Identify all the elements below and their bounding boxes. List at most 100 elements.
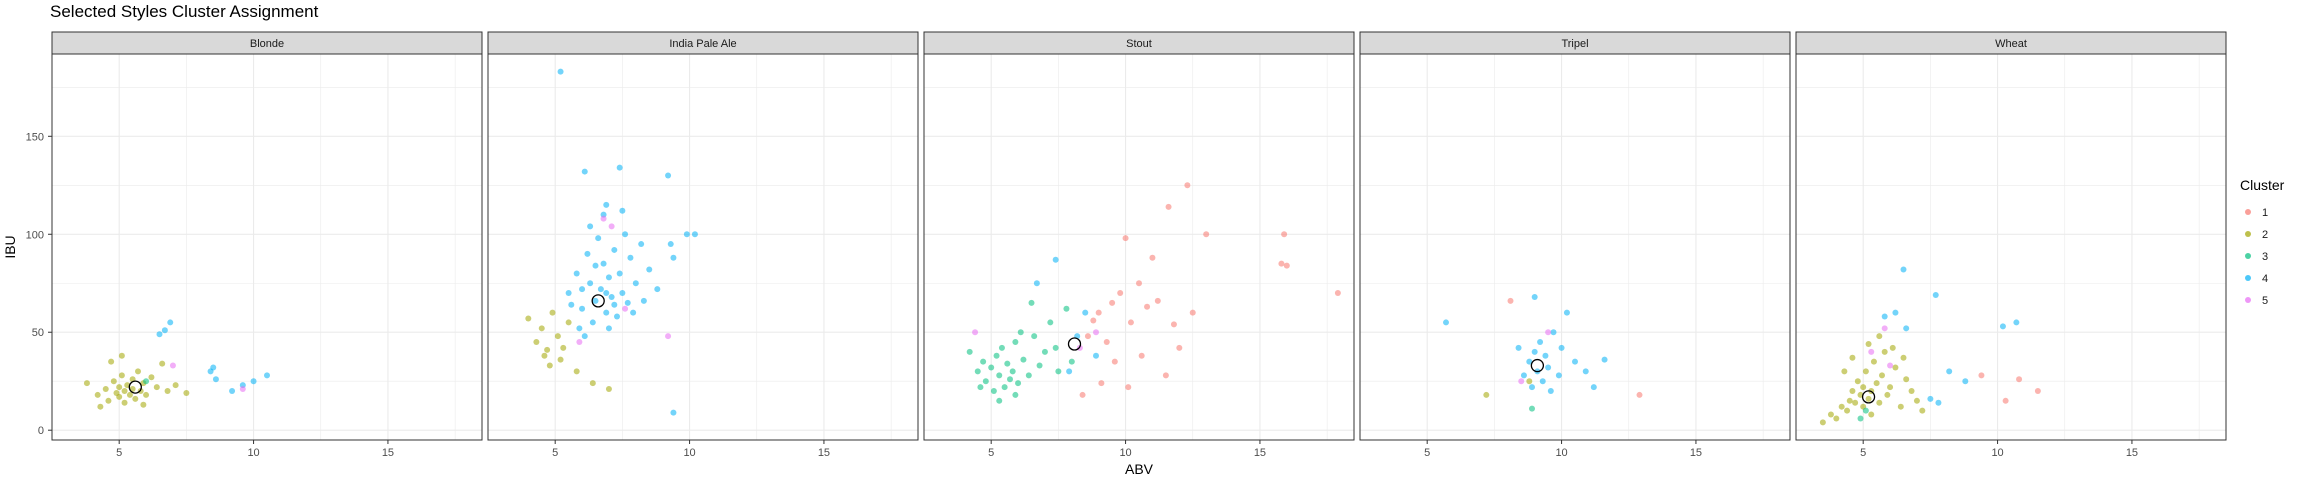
data-point xyxy=(1849,354,1856,361)
data-point xyxy=(1001,384,1008,391)
data-point xyxy=(1009,368,1016,375)
data-point xyxy=(581,333,588,340)
data-point xyxy=(691,231,698,238)
data-point xyxy=(1841,368,1848,375)
cluster-centroid-marker xyxy=(1530,358,1545,373)
x-tick-label: 5 xyxy=(988,447,994,459)
y-tick-label: 50 xyxy=(32,327,44,339)
data-point xyxy=(1978,372,1985,379)
data-point xyxy=(982,378,989,385)
data-point xyxy=(1545,364,1552,371)
cluster-centroid-marker xyxy=(1861,390,1876,404)
panel-border xyxy=(1359,53,1791,441)
data-point xyxy=(1555,372,1562,379)
data-point xyxy=(1127,319,1134,326)
data-point xyxy=(1563,309,1570,316)
data-point xyxy=(990,388,997,395)
data-point xyxy=(1518,378,1525,385)
data-point xyxy=(1932,292,1939,299)
data-point xyxy=(603,290,610,297)
data-point xyxy=(1082,309,1089,316)
data-point xyxy=(1892,364,1899,371)
data-point xyxy=(1946,368,1953,375)
data-point xyxy=(581,168,588,175)
data-point xyxy=(1520,372,1527,379)
data-point xyxy=(557,356,564,363)
y-tick-label: 0 xyxy=(38,425,44,437)
data-point xyxy=(105,397,112,404)
data-point xyxy=(1550,329,1557,336)
data-point xyxy=(1865,340,1872,347)
data-point xyxy=(1093,329,1099,336)
data-point xyxy=(1189,309,1196,316)
x-tick-label: 10 xyxy=(683,447,695,459)
data-point xyxy=(1889,344,1896,351)
data-point xyxy=(1844,407,1851,414)
x-axis-title: ABV xyxy=(1125,461,1154,477)
data-point xyxy=(1881,325,1888,332)
data-point xyxy=(1028,299,1035,306)
data-point xyxy=(972,329,979,336)
data-point xyxy=(608,293,615,300)
data-point xyxy=(525,315,532,322)
data-point xyxy=(143,391,150,398)
data-point xyxy=(1531,293,1538,300)
data-point xyxy=(1542,352,1549,359)
data-point xyxy=(966,348,973,355)
x-tick-label: 15 xyxy=(382,447,394,459)
data-point xyxy=(603,309,610,316)
data-point xyxy=(560,344,567,351)
data-point xyxy=(1862,407,1869,414)
data-point xyxy=(156,331,163,338)
x-tick-label: 15 xyxy=(1254,447,1266,459)
data-point xyxy=(980,358,987,365)
data-point xyxy=(974,368,981,375)
legend-key xyxy=(2245,297,2251,303)
data-point xyxy=(1590,384,1597,391)
data-point xyxy=(1334,290,1341,297)
data-point xyxy=(1873,380,1880,387)
data-point xyxy=(1881,348,1888,355)
data-point xyxy=(1582,368,1589,375)
data-point xyxy=(1879,372,1885,379)
data-point xyxy=(568,301,575,308)
data-point xyxy=(83,380,90,387)
data-point xyxy=(116,384,123,391)
data-point xyxy=(167,319,174,326)
data-point xyxy=(1165,203,1172,210)
data-point xyxy=(1283,262,1290,269)
data-point xyxy=(993,352,1000,359)
x-tick-label: 5 xyxy=(1860,447,1866,459)
data-point xyxy=(153,384,160,391)
data-point xyxy=(1004,360,1011,367)
data-point xyxy=(1868,411,1875,418)
data-point xyxy=(1109,299,1116,306)
data-point xyxy=(1483,391,1490,398)
data-point xyxy=(1876,333,1883,340)
data-point xyxy=(576,325,583,332)
data-point xyxy=(1819,419,1826,426)
data-point xyxy=(161,327,168,334)
data-point xyxy=(1084,333,1091,340)
data-point xyxy=(614,313,620,320)
data-point xyxy=(1876,399,1883,406)
data-point xyxy=(1170,321,1177,328)
data-point xyxy=(1025,372,1032,379)
data-point xyxy=(1076,344,1083,351)
legend-title: Cluster xyxy=(2240,177,2285,193)
data-point xyxy=(573,270,580,277)
x-tick-label: 5 xyxy=(116,447,122,459)
data-point xyxy=(1887,384,1894,391)
data-point xyxy=(1122,235,1129,242)
data-point xyxy=(1572,358,1578,365)
legend-key xyxy=(2245,231,2251,237)
data-point xyxy=(640,297,647,304)
data-point xyxy=(1537,339,1544,346)
data-point xyxy=(97,403,104,410)
data-point xyxy=(229,388,236,395)
panel-border xyxy=(487,53,919,441)
data-point xyxy=(1881,313,1888,320)
data-point xyxy=(1012,391,1019,398)
data-point xyxy=(1176,344,1183,351)
data-point xyxy=(1935,399,1942,406)
